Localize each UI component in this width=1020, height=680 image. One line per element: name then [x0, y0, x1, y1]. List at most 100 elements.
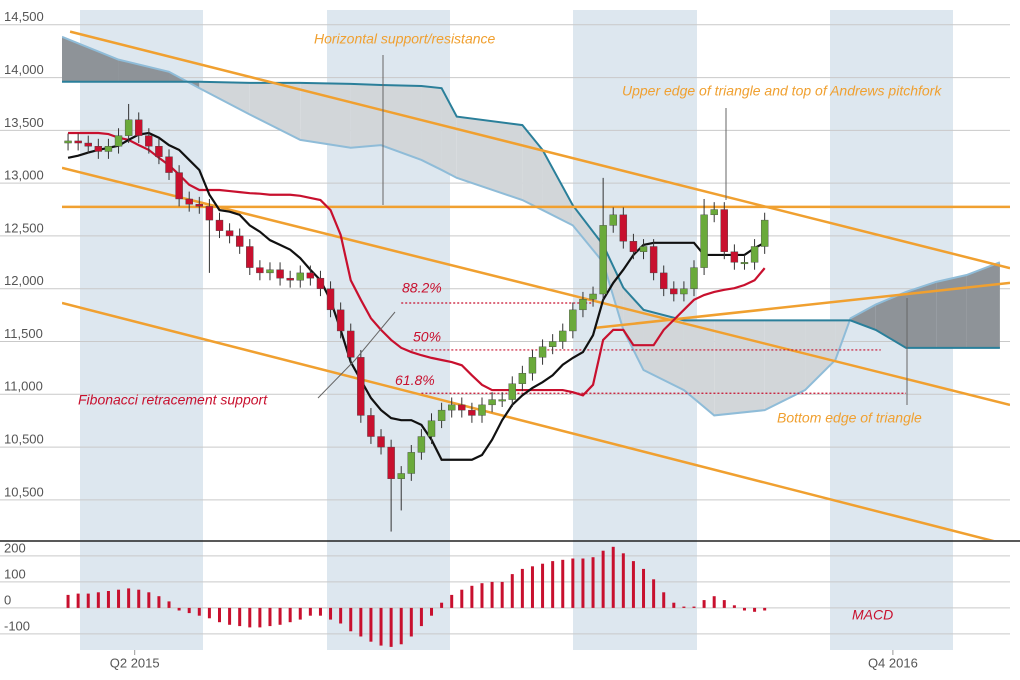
macd-bar — [268, 607, 272, 627]
candle-body — [64, 140, 72, 144]
macd-bar — [318, 607, 322, 616]
macd-bar — [682, 606, 686, 608]
macd-bar — [288, 607, 292, 623]
macd-bar — [167, 601, 171, 608]
cloud-fill — [906, 281, 937, 348]
trend-line — [62, 166, 1010, 407]
macd-bar — [742, 607, 746, 611]
cloud-fill — [936, 275, 967, 348]
trend-line — [62, 301, 995, 540]
macd-bar — [177, 607, 181, 611]
cloud-fill — [421, 86, 442, 170]
candle-body — [326, 288, 335, 311]
macd-bar — [217, 607, 221, 623]
y-tick-label: 13,500 — [4, 115, 44, 130]
cloud-fill — [456, 116, 523, 201]
macd-bar — [106, 591, 110, 608]
macd-bar — [732, 605, 736, 608]
candle-body — [579, 299, 587, 311]
y-tick-label: 10,500 — [4, 432, 44, 447]
macd-bar — [86, 593, 90, 608]
macd-label: MACD — [852, 607, 893, 623]
candle-body — [195, 204, 204, 207]
macd-bar — [66, 594, 70, 608]
y-tick-label: 11,500 — [4, 326, 43, 341]
fib-label: 88.2% — [402, 280, 442, 296]
candle-body — [155, 145, 163, 157]
macd-bar — [157, 596, 161, 608]
candle-body — [710, 209, 718, 216]
candle-body — [387, 446, 395, 479]
band — [80, 10, 203, 650]
candle-body — [437, 409, 446, 421]
candle-body — [165, 156, 173, 173]
candle-body — [478, 404, 486, 416]
macd-bar — [207, 607, 211, 619]
macd-bar — [753, 607, 757, 612]
macd-bar — [440, 602, 444, 608]
y-tick-label: 14,500 — [4, 9, 44, 24]
candle-body — [427, 420, 436, 437]
candle-body — [660, 272, 668, 289]
candle-body — [538, 346, 547, 358]
cloud-fill — [542, 149, 573, 226]
candle-body — [458, 404, 466, 411]
macd-bar — [490, 581, 494, 608]
macd-bar — [571, 558, 575, 608]
annotation: Bottom edge of triangle — [777, 410, 922, 426]
macd-bar — [642, 568, 646, 608]
candle-body — [649, 246, 658, 274]
candle-body — [528, 357, 537, 374]
macd-bar — [409, 607, 413, 637]
candle-body — [135, 119, 143, 136]
macd-bar — [591, 557, 595, 608]
candle-body — [306, 272, 315, 279]
candle-body — [256, 267, 264, 274]
candle-body — [548, 341, 557, 347]
candle-body — [740, 262, 749, 265]
macd-bar — [258, 607, 262, 628]
candle-body — [205, 206, 214, 221]
macd-bar — [450, 594, 454, 608]
cloud-fill — [199, 81, 250, 115]
macd-bar — [510, 574, 514, 608]
macd-bar — [238, 607, 242, 627]
indicator-line — [67, 131, 766, 461]
candle-body — [589, 293, 597, 300]
fib-label: 61.8% — [395, 372, 435, 388]
macd-bar — [652, 579, 656, 608]
macd-bar — [541, 563, 545, 608]
candle-body — [367, 415, 375, 437]
candle-body — [286, 277, 294, 281]
macd-bar — [551, 561, 555, 608]
candle-body — [94, 145, 103, 152]
macd-bar — [278, 607, 282, 625]
candle-body — [296, 272, 304, 281]
macd-bar — [763, 607, 767, 611]
candle-body — [215, 219, 224, 231]
macd-bar — [298, 607, 302, 620]
cloud-fill — [249, 82, 301, 140]
plot-area — [62, 30, 1010, 540]
candle-body — [397, 473, 405, 479]
y-tick-label: 200 — [4, 540, 26, 555]
macd-bar — [127, 588, 131, 608]
candle-body — [316, 277, 325, 289]
macd-bar — [117, 589, 121, 608]
cloud-edge — [62, 35, 1001, 417]
candle-body — [498, 399, 506, 402]
y-tick-label: -100 — [4, 618, 30, 633]
x-tick-label: Q2 2015 — [110, 655, 160, 670]
y-tick-label: 12,000 — [4, 273, 44, 288]
cloud-fill — [381, 84, 422, 160]
macd-bar — [662, 592, 666, 608]
candle-body — [619, 214, 628, 242]
macd-bar — [692, 606, 696, 608]
cloud-fill — [118, 59, 170, 82]
y-tick-label: 13,000 — [4, 168, 44, 183]
candle-body — [730, 251, 739, 263]
candle-body — [629, 241, 638, 252]
macd-bar — [702, 600, 706, 608]
cloud-fill — [714, 320, 765, 416]
